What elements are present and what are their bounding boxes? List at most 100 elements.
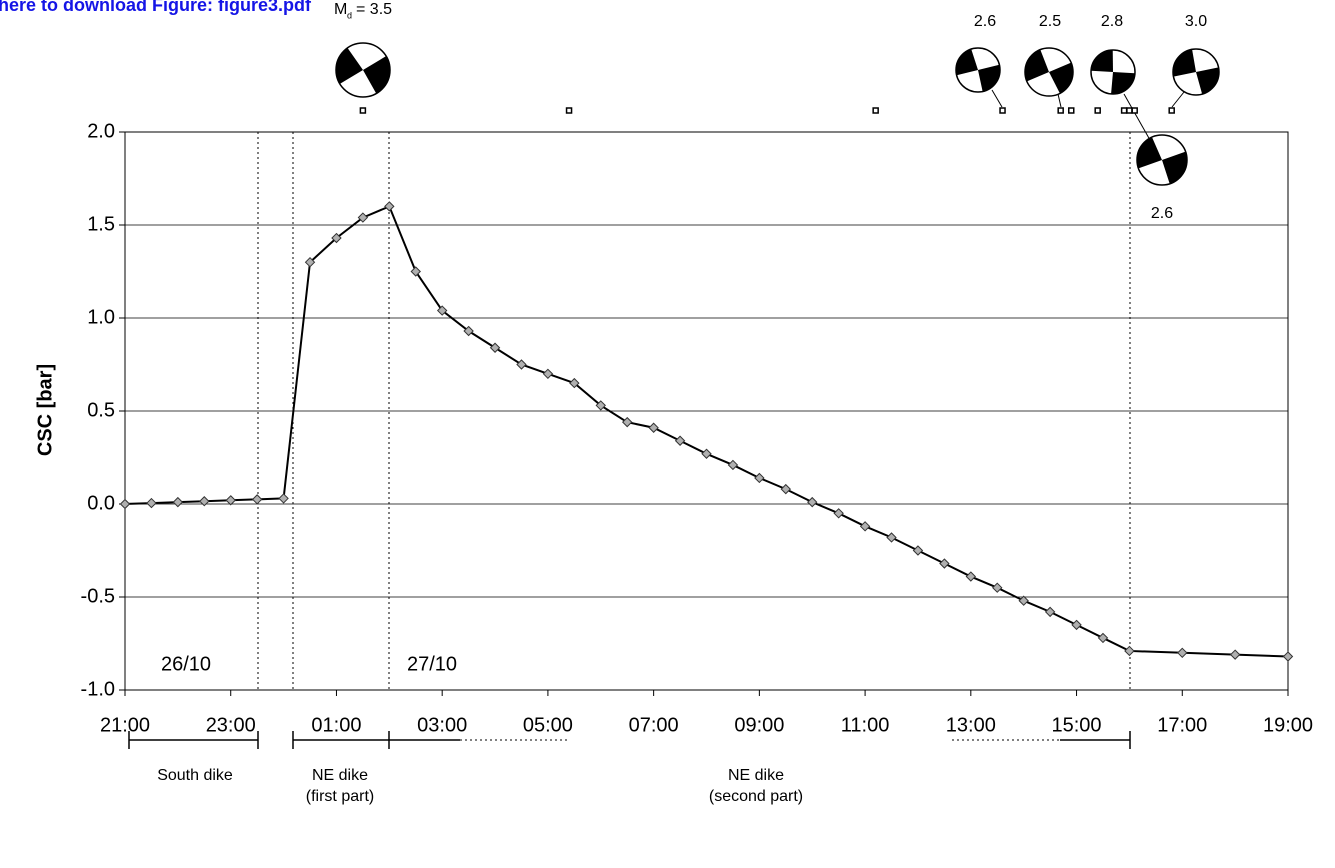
data-point [569, 377, 580, 389]
event-marker [1094, 107, 1101, 114]
y-axis-label: CSC [bar] [34, 364, 56, 456]
phase-bars [128, 731, 1131, 749]
focal-quadrant [1049, 62, 1073, 94]
data-point [727, 459, 739, 471]
phase-label: South dike [157, 767, 233, 784]
data-line [124, 205, 1289, 658]
data-point [886, 532, 897, 543]
data-point [1071, 619, 1082, 631]
x-tick-label: 07:00 [629, 714, 679, 736]
event-marker [1120, 107, 1128, 114]
x-tick-label: 01:00 [311, 714, 361, 736]
focal-quadrant [956, 49, 978, 76]
md-subscript: d [347, 10, 352, 20]
data-point [463, 325, 474, 337]
phase-label: NE dike [728, 767, 784, 784]
y-tick-label: 2.0 [87, 120, 115, 142]
x-tick-label: 09:00 [734, 714, 784, 736]
y-tick-label: -0.5 [81, 585, 115, 607]
mechanism-label: 2.6 [1151, 205, 1173, 222]
data-point [225, 495, 236, 506]
focal-quadrant [336, 47, 363, 84]
data-point [912, 545, 924, 556]
focal-quadrant [1137, 137, 1162, 169]
data-point [859, 521, 871, 532]
data-point [1044, 606, 1056, 618]
connector [1057, 93, 1062, 108]
event-marker [1168, 107, 1175, 114]
focal-quadrant [1173, 49, 1196, 77]
data-point [278, 493, 289, 504]
data-point [833, 508, 844, 519]
y-tick-label: -1.0 [81, 678, 115, 700]
focal-quadrant [1025, 49, 1049, 82]
data-point [939, 558, 950, 569]
event-marker [1126, 107, 1133, 114]
data-point [1177, 647, 1188, 659]
phase-label: (second part) [709, 788, 803, 805]
y-tick-label: 1.5 [87, 213, 115, 235]
data-point [1018, 595, 1029, 606]
x-tick-label: 05:00 [523, 714, 573, 736]
mechanism-label: 2.5 [1039, 13, 1061, 30]
data-point [384, 201, 395, 212]
focal-quadrant [1196, 67, 1219, 95]
data-point [807, 496, 818, 508]
data-point [172, 496, 184, 508]
event-marker [565, 107, 573, 114]
date-label: 26/10 [161, 653, 211, 675]
data-point [357, 212, 369, 223]
date-label: 27/10 [407, 653, 457, 675]
mechanism-label: 2.8 [1101, 13, 1123, 30]
data-point [701, 448, 712, 459]
y-tick-label: 0.5 [87, 399, 115, 421]
data-point [621, 416, 633, 428]
focal-quadrant [978, 64, 1000, 92]
plot-frame [124, 131, 1289, 691]
focal-quadrant [1091, 50, 1113, 72]
data-point [410, 266, 421, 277]
download-link[interactable]: here to download Figure: figure3.pdf [0, 0, 312, 15]
data-point [648, 422, 659, 433]
x-tick-label: 21:00 [100, 714, 150, 736]
focal-quadrant [1111, 72, 1135, 94]
data-point [595, 400, 606, 411]
event-marker [1057, 107, 1064, 114]
data-point [489, 342, 501, 353]
x-tick-label: 19:00 [1263, 714, 1313, 736]
event-marker [1068, 107, 1075, 114]
event-marker [1131, 107, 1138, 114]
data-point [1097, 632, 1109, 644]
data-point [1282, 651, 1294, 662]
focal-quadrant [1162, 151, 1187, 184]
x-tick-label: 23:00 [206, 714, 256, 736]
connector [1171, 91, 1185, 108]
x-tick-label: 17:00 [1157, 714, 1207, 736]
data-point [199, 496, 210, 507]
data-point [1124, 645, 1135, 657]
data-point [992, 582, 1003, 593]
y-tick-label: 0.0 [87, 492, 115, 514]
data-point [516, 359, 527, 370]
data-point [754, 472, 765, 484]
mechanism-label: 2.6 [974, 13, 996, 30]
data-point [674, 435, 686, 446]
connector [1123, 93, 1151, 141]
event-marker [872, 107, 879, 114]
data-point [119, 498, 131, 510]
x-tick-label: 11:00 [841, 714, 890, 736]
data-point [331, 232, 342, 244]
connector [991, 89, 1003, 108]
md-value: = 3.5 [356, 1, 392, 18]
md-symbol: M [334, 1, 347, 18]
data-point [436, 305, 448, 316]
x-tick-label: 13:00 [946, 714, 996, 736]
mechanism-label: 3.0 [1185, 13, 1207, 30]
data-point [146, 497, 157, 509]
data-point [780, 483, 792, 495]
phase-label: NE dike [312, 767, 368, 784]
focal-quadrant [363, 56, 390, 94]
data-point [251, 494, 263, 505]
phase-label: (first part) [306, 788, 374, 805]
